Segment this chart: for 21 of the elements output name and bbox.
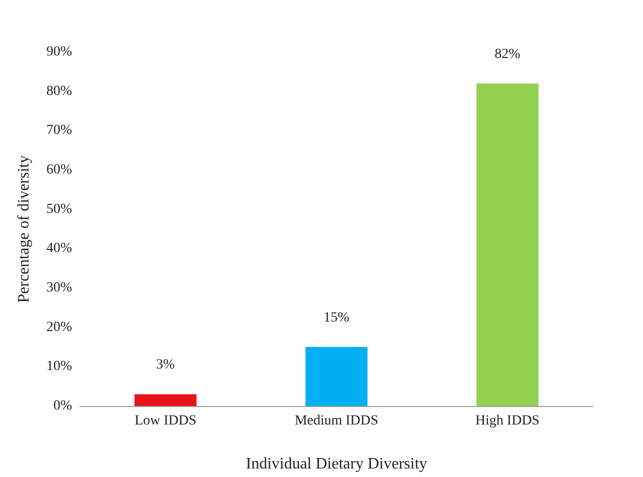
bar — [134, 394, 196, 406]
x-tick-label: High IDDS — [475, 414, 540, 428]
bar — [476, 83, 538, 406]
x-tick-label: Low IDDS — [134, 414, 196, 428]
data-label: 15% — [324, 310, 350, 326]
data-label: 3% — [156, 358, 176, 373]
x-axis-title: Individual Dietary Diversity — [246, 456, 428, 472]
y-tick-label: 20% — [46, 320, 72, 335]
y-axis-title: Percentage of diversity — [16, 155, 32, 303]
data-label: 82% — [494, 46, 521, 62]
y-tick-label: 0% — [53, 398, 72, 414]
bar — [306, 347, 368, 406]
y-tick-label: 70% — [46, 123, 72, 138]
x-tick-label: Medium IDDS — [294, 414, 378, 428]
y-tick-label: 10% — [46, 359, 72, 374]
y-tick-label: 40% — [46, 241, 72, 256]
y-tick-label: 50% — [46, 202, 72, 217]
y-tick-label: 30% — [46, 280, 72, 296]
y-tick-label: 80% — [46, 84, 72, 99]
y-tick-label: 90% — [46, 44, 72, 60]
y-tick-label: 60% — [46, 162, 72, 178]
